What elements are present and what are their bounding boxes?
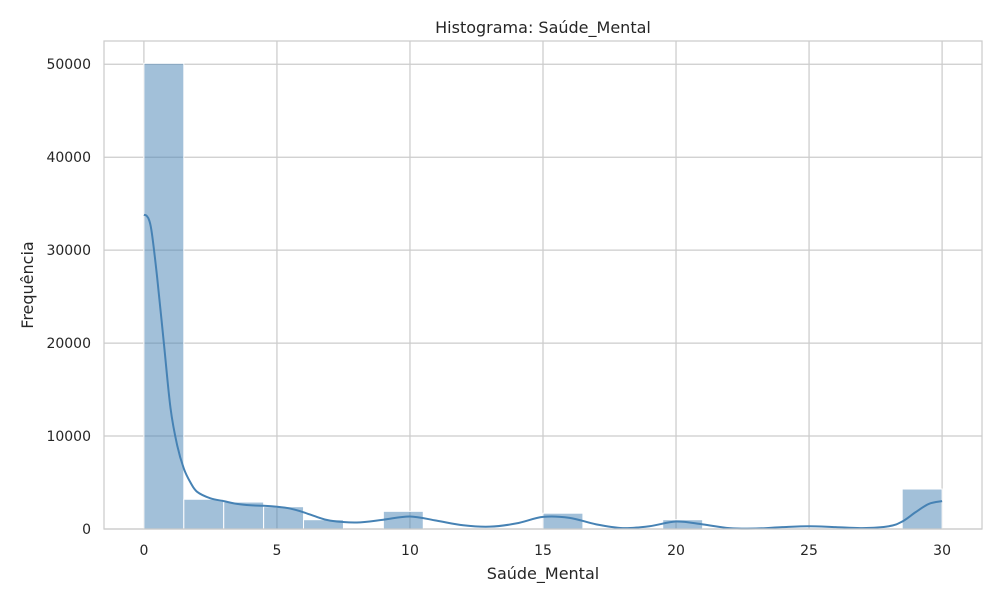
chart-title: Histograma: Saúde_Mental xyxy=(435,18,651,38)
kde-curve-group xyxy=(143,213,943,530)
x-axis-label: Saúde_Mental xyxy=(487,564,599,584)
y-tick-label: 10000 xyxy=(46,429,91,445)
kde-curve xyxy=(143,213,943,530)
y-axis-label: Frequência xyxy=(18,241,37,328)
x-tick-label: 10 xyxy=(401,543,419,559)
histogram-bar xyxy=(901,488,943,530)
y-tick-labels: 0 10000 20000 30000 40000 50000 xyxy=(46,57,91,538)
x-tick-label: 25 xyxy=(800,543,818,559)
x-tick-label: 15 xyxy=(534,543,552,559)
histogram-bars xyxy=(143,62,943,530)
y-tick-label: 0 xyxy=(82,522,91,538)
histogram-bar xyxy=(183,498,225,530)
y-tick-label: 50000 xyxy=(46,57,91,73)
x-tick-labels: 0 5 10 15 20 25 30 xyxy=(139,543,951,559)
x-tick-label: 30 xyxy=(933,543,951,559)
y-tick-label: 40000 xyxy=(46,150,91,166)
y-tick-label: 20000 xyxy=(46,336,91,352)
histogram-bar xyxy=(382,510,424,530)
y-tick-label: 30000 xyxy=(46,243,91,259)
histogram-bar xyxy=(143,62,185,530)
plot-frame xyxy=(103,40,983,530)
x-tick-label: 20 xyxy=(667,543,685,559)
x-tick-label: 5 xyxy=(272,543,281,559)
x-tick-label: 0 xyxy=(139,543,148,559)
